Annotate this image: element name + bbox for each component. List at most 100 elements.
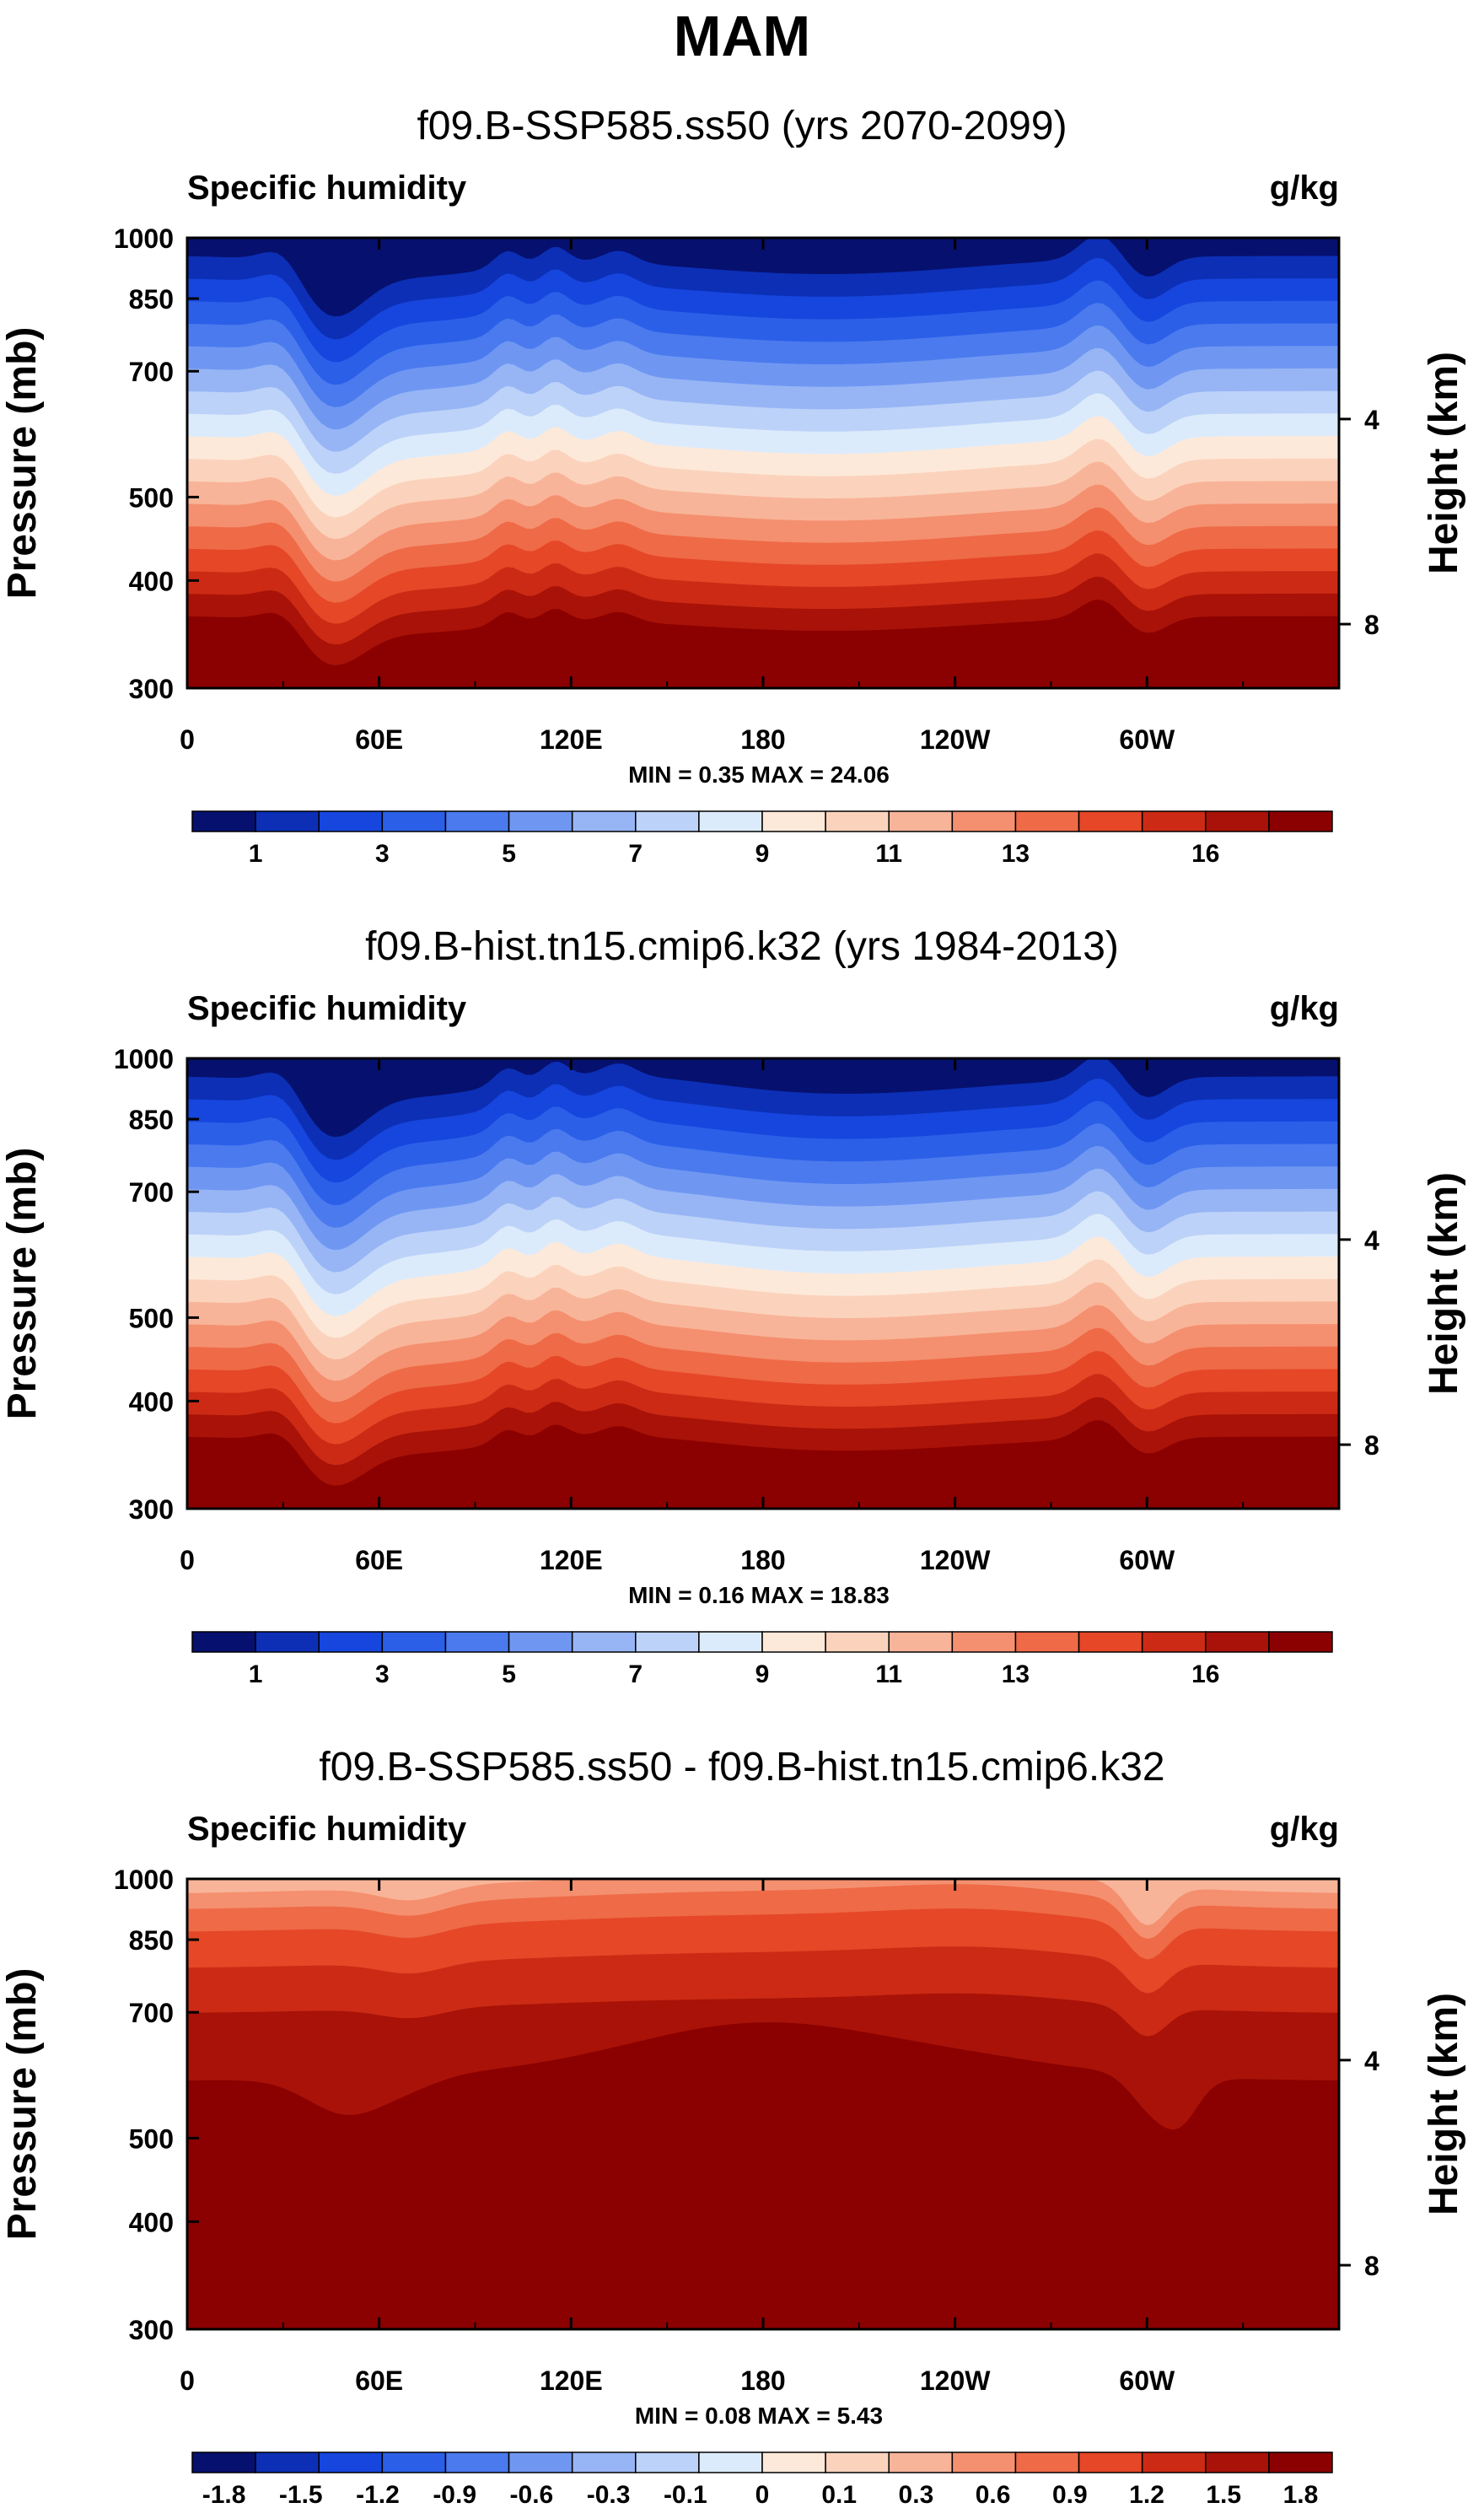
y-tick-label: 400 [129,1386,174,1417]
colorbar-box [191,1631,256,1653]
colorbar-label: 5 [502,1660,516,1688]
chart-title: f09.B-SSP585.ss50 (yrs 2070-2099) [417,104,1067,148]
y-tick-label: 1000 [114,1865,174,1895]
y-tick-label: 700 [129,357,174,387]
colorbar-box [1205,1631,1270,1653]
x-tick-label: 60E [355,2365,403,2396]
colorbar-label: 7 [628,1660,643,1688]
x-tick-label: 60W [1119,724,1175,755]
variable-label: Specific humidity [187,990,467,1027]
contour-area [187,1879,1339,2329]
colorbar-box [381,1631,447,1653]
colorbar-label: -1.5 [279,2481,323,2508]
colorbar-box [1141,810,1207,832]
colorbar-label: 1 [249,840,263,868]
colorbar-label: 11 [875,840,902,868]
y-right-tick-label: 4 [1364,2046,1379,2076]
variable-label: Specific humidity [187,1811,467,1848]
y-right-tick-label: 4 [1364,405,1379,435]
colorbar-label: 16 [1191,840,1219,868]
colorbar-box [698,810,763,832]
x-tick-label: 0 [180,724,195,755]
colorbar-box [191,810,256,832]
colorbar-label: 13 [1002,1660,1030,1688]
colorbar-label: 3 [375,1660,390,1688]
colorbar-label: 13 [1002,840,1030,868]
y-axis-title: Pressure (mb) [0,1148,45,1420]
colorbar-box [508,2451,573,2473]
colorbar-box [888,810,954,832]
chart-title: f09.B-hist.tn15.cmip6.k32 (yrs 1984-2013… [365,924,1119,969]
colorbar-box [1014,810,1080,832]
variable-label: Specific humidity [187,170,467,207]
units-label: g/kg [1270,1811,1339,1848]
y-tick-label: 400 [129,2207,174,2237]
colorbar-box [444,2451,510,2473]
colorbar-label: 9 [755,840,770,868]
y-tick-label: 1000 [114,223,174,254]
colorbar-label: 16 [1191,1660,1219,1688]
colorbar-box [191,2451,256,2473]
colorbar-box [698,1631,763,1653]
colorbar-box [1078,2451,1143,2473]
x-tick-label: 120W [920,1545,991,1575]
colorbar-box [1205,2451,1270,2473]
colorbar-label: -0.6 [510,2481,554,2508]
y-axis-title: Pressure (mb) [0,327,45,600]
colorbar-box [1141,2451,1207,2473]
colorbar-label: 5 [502,840,516,868]
colorbar-box [1014,2451,1080,2473]
colorbar-box [825,810,890,832]
colorbar-box [444,1631,510,1653]
chart-panel-3: f09.B-SSP585.ss50 - f09.B-hist.tn15.cmip… [0,1745,1466,2508]
colorbar-box [571,810,637,832]
colorbar-box [508,1631,573,1653]
colorbar-box [1141,1631,1207,1653]
y-right-tick-label: 8 [1364,1430,1379,1461]
colorbar-box [1014,1631,1080,1653]
y-tick-label: 300 [129,2315,174,2345]
colorbar-box [571,2451,637,2473]
y-tick-label: 1000 [114,1044,174,1074]
colorbar-box [761,810,826,832]
colorbar-box [635,1631,700,1653]
colorbar-box [318,2451,384,2473]
colorbar-box [255,1631,320,1653]
colorbar-label: 1.8 [1283,2481,1319,2508]
y-tick-label: 500 [129,2123,174,2154]
colorbar-box [444,810,510,832]
x-tick-label: 120W [920,2365,991,2396]
colorbar-label: 1.5 [1206,2481,1241,2508]
x-tick-label: 180 [740,2365,785,2396]
y-axis-right-title: Height (km) [1422,352,1466,574]
x-tick-label: 60E [355,1545,403,1575]
colorbar-label: 9 [755,1660,770,1688]
x-tick-label: 180 [740,1545,785,1575]
y-right-tick-label: 8 [1364,2251,1379,2281]
contour-area [187,1058,1339,1509]
colorbar-box [951,2451,1017,2473]
colorbar-label: 0 [755,2481,770,2508]
chart-panel-1: f09.B-SSP585.ss50 (yrs 2070-2099) Specifi… [0,104,1466,868]
y-tick-label: 850 [129,1105,174,1135]
colorbar-box [951,1631,1017,1653]
chart-title: f09.B-SSP585.ss50 - f09.B-hist.tn15.cmip… [319,1745,1164,1790]
contour-band [187,1058,1339,1138]
y-tick-label: 700 [129,1177,174,1208]
colorbar-label: -0.1 [664,2481,707,2508]
x-tick-label: 180 [740,724,785,755]
colorbar-box [508,810,573,832]
colorbar-label: 11 [875,1660,902,1688]
colorbar-box [761,2451,826,2473]
colorbar-box [1268,1631,1333,1653]
colorbar-label: 0.1 [821,2481,857,2508]
colorbar-box [825,1631,890,1653]
contour-band [187,1879,1339,1940]
x-tick-label: 120E [540,1545,603,1575]
y-tick-label: 400 [129,566,174,596]
chart-panel-2: f09.B-hist.tn15.cmip6.k32 (yrs 1984-2013… [0,924,1466,1688]
colorbar-box [1268,2451,1333,2473]
page-title: MAM [673,4,811,68]
y-tick-label: 300 [129,674,174,704]
